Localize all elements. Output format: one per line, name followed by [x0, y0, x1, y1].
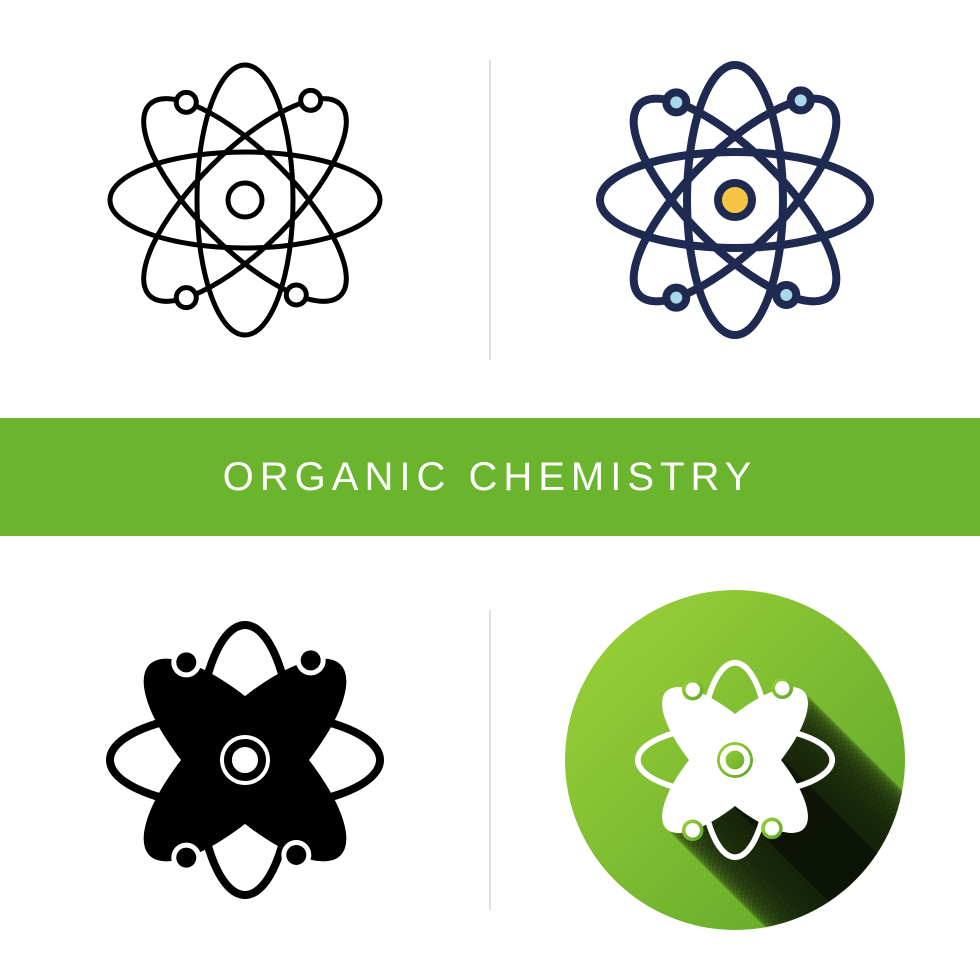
variant-glyph [0, 560, 490, 960]
atom-glyph-icon [75, 590, 415, 930]
atom-outline-icon [75, 30, 415, 370]
title-banner: ORGANIC CHEMISTRY [0, 418, 980, 536]
title-text: ORGANIC CHEMISTRY [223, 455, 758, 500]
atom-color-icon [565, 30, 905, 370]
variant-outline [0, 0, 490, 400]
icon-set-canvas: ORGANIC CHEMISTRY [0, 0, 980, 980]
variant-flat [490, 560, 980, 960]
atom-flat-icon [545, 570, 925, 950]
variant-color [490, 0, 980, 400]
